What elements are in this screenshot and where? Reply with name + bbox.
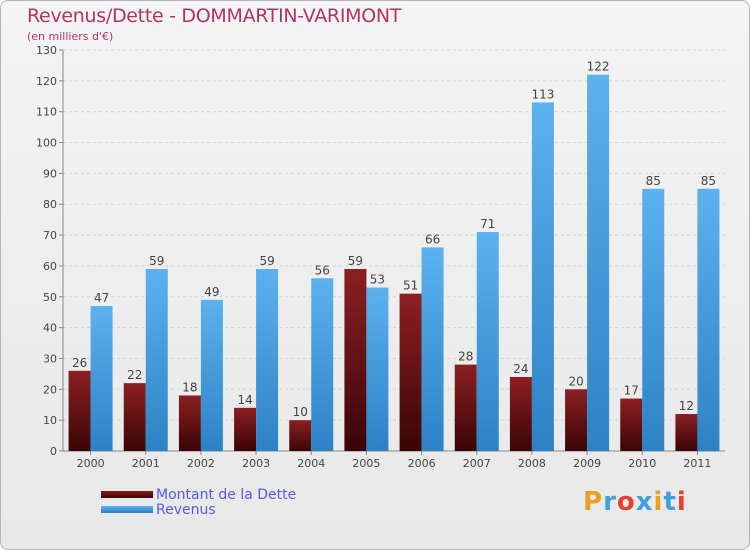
x-tick-label: 2003 bbox=[242, 457, 270, 470]
y-tick-label: 10 bbox=[43, 414, 57, 427]
data-label-dette: 10 bbox=[293, 405, 308, 419]
logo-letter: r bbox=[603, 487, 617, 517]
data-label-revenus: 59 bbox=[149, 254, 164, 268]
bar-dette bbox=[454, 364, 477, 451]
logo-letter: P bbox=[583, 487, 604, 517]
y-tick-label: 130 bbox=[36, 44, 57, 57]
x-tick-label: 2001 bbox=[132, 457, 160, 470]
x-tick-label: 2010 bbox=[628, 457, 656, 470]
bar-dette bbox=[123, 383, 146, 451]
y-tick-label: 100 bbox=[36, 137, 57, 150]
data-label-revenus: 59 bbox=[259, 254, 274, 268]
logo-letter: i bbox=[653, 487, 664, 517]
data-label-dette: 14 bbox=[237, 393, 252, 407]
bar-dette bbox=[565, 389, 588, 451]
bar-revenus bbox=[256, 269, 279, 451]
y-tick-label: 110 bbox=[36, 106, 57, 119]
bar-revenus bbox=[421, 247, 444, 451]
bar-revenus bbox=[587, 74, 610, 451]
y-tick-label: 40 bbox=[43, 322, 57, 335]
data-label-dette: 59 bbox=[348, 254, 363, 268]
data-label-dette: 17 bbox=[624, 384, 639, 398]
bar-dette bbox=[399, 293, 422, 451]
logo-letter: o bbox=[616, 487, 636, 517]
logo-letter: x bbox=[635, 487, 654, 517]
data-label-dette: 20 bbox=[568, 374, 583, 388]
chart-subtitle: (en milliers d'€) bbox=[27, 30, 114, 43]
data-label-dette: 12 bbox=[679, 399, 694, 413]
bar-dette bbox=[509, 376, 532, 451]
legend-swatch-dette bbox=[101, 491, 153, 498]
chart-title: Revenus/Dette - DOMMARTIN-VARIMONT bbox=[27, 5, 402, 27]
x-tick-label: 2002 bbox=[187, 457, 215, 470]
bar-dette bbox=[289, 420, 312, 451]
bar-revenus bbox=[311, 278, 334, 451]
legend-label-dette: Montant de la Dette bbox=[156, 487, 297, 503]
bar-dette bbox=[620, 398, 643, 451]
x-tick-label: 2005 bbox=[352, 457, 380, 470]
bar-revenus bbox=[697, 188, 720, 452]
data-label-dette: 22 bbox=[127, 368, 142, 382]
data-label-revenus: 47 bbox=[94, 291, 109, 305]
legend-label-revenus: Revenus bbox=[156, 502, 216, 518]
y-tick-label: 30 bbox=[43, 352, 57, 365]
x-tick-label: 2011 bbox=[683, 457, 711, 470]
data-label-revenus: 66 bbox=[425, 232, 440, 246]
bar-revenus bbox=[145, 269, 168, 451]
data-label-dette: 28 bbox=[458, 350, 473, 364]
bar-revenus bbox=[476, 231, 499, 451]
data-label-dette: 26 bbox=[72, 356, 87, 370]
bar-dette bbox=[675, 413, 698, 451]
x-tick-label: 2000 bbox=[77, 457, 105, 470]
y-tick-label: 50 bbox=[43, 291, 57, 304]
x-tick-label: 2006 bbox=[408, 457, 436, 470]
data-label-dette: 24 bbox=[513, 362, 528, 376]
data-label-dette: 51 bbox=[403, 279, 418, 293]
bar-revenus bbox=[366, 287, 389, 451]
proxiti-logo: Proxiti bbox=[583, 487, 687, 517]
data-label-dette: 18 bbox=[182, 380, 197, 394]
logo-letter: i bbox=[676, 487, 687, 517]
bar-dette bbox=[178, 395, 201, 451]
data-label-revenus: 56 bbox=[315, 263, 330, 277]
bar-dette bbox=[68, 370, 91, 451]
bar-dette bbox=[344, 269, 367, 451]
x-tick-label: 2009 bbox=[573, 457, 601, 470]
data-label-revenus: 122 bbox=[587, 60, 610, 74]
y-tick-label: 60 bbox=[43, 260, 57, 273]
x-tick-label: 2007 bbox=[463, 457, 491, 470]
y-tick-label: 90 bbox=[43, 167, 57, 180]
x-tick-label: 2008 bbox=[518, 457, 546, 470]
y-tick-label: 20 bbox=[43, 383, 57, 396]
x-tick-label: 2004 bbox=[297, 457, 325, 470]
bar-revenus bbox=[642, 188, 665, 452]
data-label-revenus: 71 bbox=[480, 217, 495, 231]
y-tick-label: 120 bbox=[36, 75, 57, 88]
y-tick-label: 80 bbox=[43, 198, 57, 211]
logo-letter: t bbox=[663, 487, 677, 517]
bar-dette bbox=[234, 407, 257, 451]
data-label-revenus: 49 bbox=[204, 285, 219, 299]
y-tick-label: 0 bbox=[50, 445, 57, 458]
data-label-revenus: 53 bbox=[370, 273, 385, 287]
data-label-revenus: 85 bbox=[701, 174, 716, 188]
bar-revenus bbox=[90, 306, 113, 451]
data-label-revenus: 113 bbox=[531, 87, 554, 101]
bar-revenus bbox=[531, 102, 554, 451]
y-tick-label: 70 bbox=[43, 229, 57, 242]
bar-revenus bbox=[200, 299, 223, 451]
legend-swatch-revenus bbox=[101, 506, 153, 513]
data-label-revenus: 85 bbox=[646, 174, 661, 188]
